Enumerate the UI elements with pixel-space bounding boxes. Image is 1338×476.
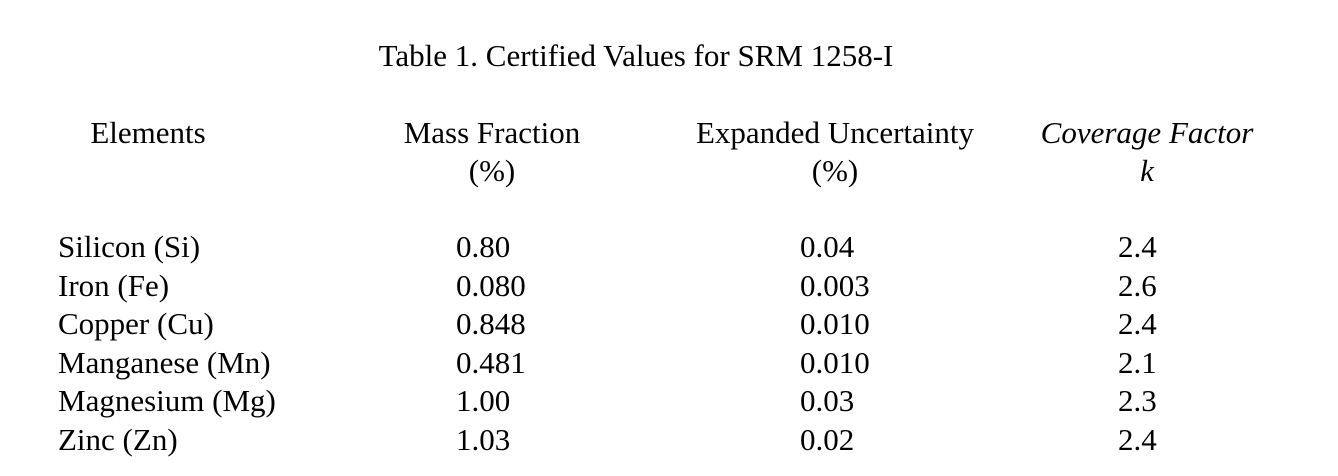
cell-uncertainty: 0.010 xyxy=(800,306,870,341)
header-expanded-uncertainty-label: Expanded Uncertainty xyxy=(695,115,975,150)
header-elements-label: Elements xyxy=(90,115,206,150)
cell-coverage-factor: 2.3 xyxy=(1118,383,1157,418)
table-row: Magnesium (Mg) 1.00 0.03 2.3 xyxy=(0,382,1338,421)
cell-element: Iron (Fe) xyxy=(58,267,170,303)
cell-mass-fraction: 0.848 xyxy=(456,306,526,341)
cell-element: Magnesium (Mg) xyxy=(58,383,276,418)
cell-mass-fraction: 0.080 xyxy=(456,267,526,303)
table-row: Iron (Fe) 0.080 0.003 2.6 xyxy=(0,267,1338,306)
table-row: Silicon (Si) 0.80 0.04 2.4 xyxy=(0,228,1338,267)
header-expanded-uncertainty-unit: (%) xyxy=(811,153,859,188)
header-expanded-uncertainty: Expanded Uncertainty (%) xyxy=(660,114,1010,190)
cell-mass-fraction: 0.481 xyxy=(456,344,526,380)
table-row: Copper (Cu) 0.848 0.010 2.4 xyxy=(0,305,1338,344)
header-mass-fraction-label: Mass Fraction xyxy=(403,115,581,150)
table-body: Silicon (Si) 0.80 0.04 2.4 Iron (Fe) 0.0… xyxy=(0,228,1338,459)
cell-mass-fraction: 0.80 xyxy=(456,229,511,264)
cell-uncertainty: 0.02 xyxy=(800,421,855,457)
cell-uncertainty: 0.010 xyxy=(800,344,870,380)
table-row: Manganese (Mn) 0.481 0.010 2.1 xyxy=(0,344,1338,383)
cell-element: Silicon (Si) xyxy=(58,229,201,264)
cell-uncertainty: 0.003 xyxy=(800,267,870,303)
cell-uncertainty: 0.03 xyxy=(800,383,855,418)
header-mass-fraction: Mass Fraction (%) xyxy=(372,114,612,190)
cell-coverage-factor: 2.4 xyxy=(1118,229,1157,264)
cell-element: Manganese (Mn) xyxy=(58,344,271,380)
header-coverage-factor-label: Coverage Factor xyxy=(1040,115,1254,150)
table-row: Zinc (Zn) 1.03 0.02 2.4 xyxy=(0,421,1338,460)
cell-mass-fraction: 1.00 xyxy=(456,383,511,418)
header-elements: Elements xyxy=(48,114,248,152)
cell-coverage-factor: 2.1 xyxy=(1118,344,1157,380)
header-coverage-factor: Coverage Factor k xyxy=(1020,114,1274,190)
table-title: Table 1. Certified Values for SRM 1258-I xyxy=(378,38,894,73)
cell-coverage-factor: 2.4 xyxy=(1118,421,1157,457)
cell-coverage-factor: 2.4 xyxy=(1118,306,1157,341)
header-mass-fraction-unit: (%) xyxy=(468,153,516,188)
cell-uncertainty: 0.04 xyxy=(800,229,855,264)
cell-mass-fraction: 1.03 xyxy=(456,421,511,457)
cell-element: Zinc (Zn) xyxy=(58,421,178,457)
header-coverage-factor-symbol: k xyxy=(1140,153,1154,188)
cell-element: Copper (Cu) xyxy=(58,306,214,341)
cell-coverage-factor: 2.6 xyxy=(1118,267,1157,303)
